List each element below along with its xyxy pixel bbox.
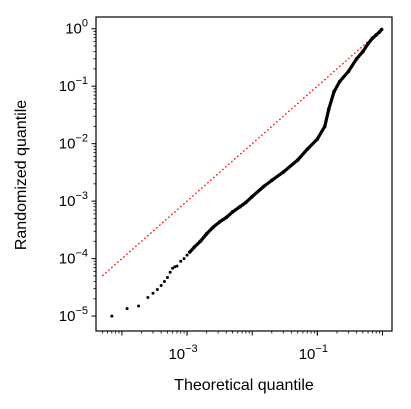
data-point <box>315 137 320 141</box>
data-point <box>110 314 114 318</box>
y-tick-label: 10−1 <box>59 75 88 95</box>
data-point <box>198 239 203 244</box>
data-point <box>366 41 370 46</box>
data-point <box>185 253 189 257</box>
data-point <box>377 30 382 34</box>
data-point <box>354 56 359 61</box>
y-axis: 10−5 10−4 10−3 10−2 10−1 100 <box>59 18 96 325</box>
x-tick-label: 10−1 <box>299 343 328 363</box>
data-point <box>346 69 351 74</box>
data-point <box>305 147 310 152</box>
data-point <box>125 307 129 311</box>
data-point <box>295 158 300 162</box>
data-point <box>270 178 274 183</box>
data-point <box>165 275 169 279</box>
data-point <box>379 27 384 32</box>
data-point <box>162 279 166 283</box>
data-point <box>370 36 375 41</box>
data-point <box>146 296 150 300</box>
data-point <box>168 270 172 274</box>
data-point <box>374 33 378 37</box>
data-point <box>137 304 141 308</box>
data-point <box>327 107 331 111</box>
data-point <box>238 204 242 209</box>
x-tick-label: 10−3 <box>168 343 197 363</box>
data-point <box>337 79 342 84</box>
y-tick-label: 10−2 <box>59 133 88 153</box>
data-point <box>281 170 286 174</box>
y-tick-label: 100 <box>65 18 88 38</box>
data-point <box>322 124 327 129</box>
y-tick-label: 10−5 <box>59 305 88 325</box>
data-point <box>187 250 192 254</box>
data-point <box>192 245 197 249</box>
data-point <box>230 210 235 214</box>
data-point <box>332 89 336 94</box>
data-point <box>175 264 179 268</box>
data-point <box>250 194 255 199</box>
data-point <box>361 49 365 54</box>
data-point <box>155 288 159 292</box>
data-point <box>244 200 248 205</box>
data-point <box>211 225 215 230</box>
y-axis-label: Randomized quantile <box>13 100 30 250</box>
data-point <box>218 219 222 224</box>
y-tick-label: 10−3 <box>59 190 88 210</box>
data-point <box>204 232 209 236</box>
data-point <box>182 257 186 261</box>
data-point <box>261 184 266 189</box>
data-point <box>171 266 175 270</box>
data-point <box>224 215 229 220</box>
x-axis: 10−3 10−1 <box>101 331 383 363</box>
x-axis-label: Theoretical quantile <box>174 377 314 394</box>
y-tick-label: 10−4 <box>59 248 88 268</box>
data-point <box>151 291 155 295</box>
data-point <box>179 259 183 263</box>
data-point <box>159 284 163 288</box>
